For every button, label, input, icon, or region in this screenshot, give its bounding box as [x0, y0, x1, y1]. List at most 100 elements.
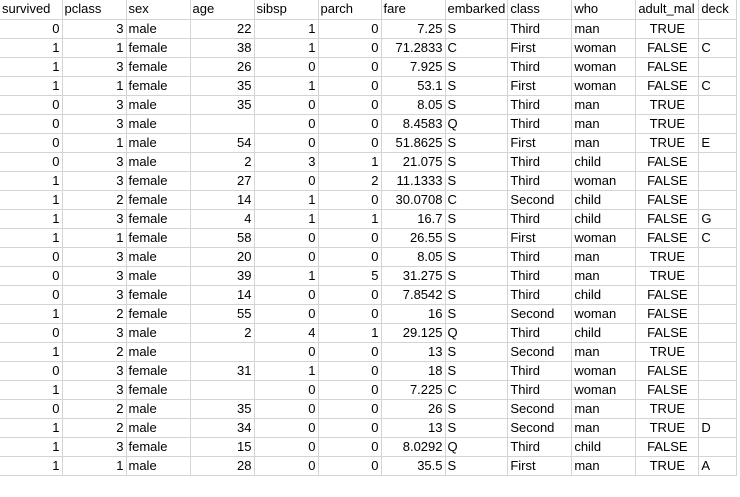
cell-survived[interactable]: 1: [0, 437, 63, 457]
cell-who[interactable]: child: [571, 437, 637, 457]
cell-adult-male[interactable]: TRUE: [635, 399, 700, 419]
cell-who[interactable]: woman: [571, 304, 637, 324]
cell-fare[interactable]: 31.275: [381, 266, 446, 286]
cell-age[interactable]: 28: [190, 456, 255, 476]
cell-pclass[interactable]: 1: [62, 76, 127, 96]
cell-age[interactable]: 20: [190, 247, 255, 267]
cell-survived[interactable]: 1: [0, 456, 63, 476]
cell-class[interactable]: Third: [507, 285, 573, 305]
header-cell-class[interactable]: class: [507, 0, 573, 20]
cell-fare[interactable]: 7.225: [381, 380, 446, 400]
cell-fare[interactable]: 26: [381, 399, 446, 419]
cell-pclass[interactable]: 3: [62, 19, 127, 39]
cell-deck[interactable]: [698, 152, 738, 172]
cell-parch[interactable]: 5: [318, 266, 382, 286]
cell-sex[interactable]: female: [126, 76, 191, 96]
cell-sex[interactable]: male: [126, 266, 191, 286]
cell-who[interactable]: woman: [571, 171, 637, 191]
cell-pclass[interactable]: 3: [62, 171, 127, 191]
cell-embarked[interactable]: S: [445, 285, 509, 305]
cell-sibsp[interactable]: 0: [254, 456, 319, 476]
cell-class[interactable]: Second: [507, 304, 573, 324]
header-cell-deck[interactable]: deck: [698, 0, 738, 20]
cell-who[interactable]: man: [571, 95, 637, 115]
cell-deck[interactable]: C: [698, 76, 738, 96]
cell-pclass[interactable]: 2: [62, 304, 127, 324]
cell-pclass[interactable]: 3: [62, 380, 127, 400]
cell-adult-male[interactable]: FALSE: [635, 285, 700, 305]
cell-sex[interactable]: male: [126, 399, 191, 419]
cell-sibsp[interactable]: 0: [254, 304, 319, 324]
cell-sex[interactable]: female: [126, 361, 191, 381]
cell-survived[interactable]: 1: [0, 342, 63, 362]
header-cell-adult-male[interactable]: adult_mal: [635, 0, 700, 20]
cell-age[interactable]: 22: [190, 19, 255, 39]
cell-class[interactable]: Third: [507, 95, 573, 115]
cell-sex[interactable]: female: [126, 209, 191, 229]
cell-pclass[interactable]: 1: [62, 133, 127, 153]
cell-age[interactable]: 38: [190, 38, 255, 58]
cell-age[interactable]: 34: [190, 418, 255, 438]
cell-sibsp[interactable]: 0: [254, 114, 319, 134]
cell-who[interactable]: man: [571, 247, 637, 267]
cell-deck[interactable]: [698, 266, 738, 286]
cell-adult-male[interactable]: TRUE: [635, 418, 700, 438]
cell-deck[interactable]: [698, 19, 738, 39]
cell-who[interactable]: man: [571, 133, 637, 153]
cell-sex[interactable]: male: [126, 95, 191, 115]
cell-fare[interactable]: 26.55: [381, 228, 446, 248]
cell-embarked[interactable]: Q: [445, 323, 509, 343]
cell-class[interactable]: Third: [507, 247, 573, 267]
cell-adult-male[interactable]: FALSE: [635, 361, 700, 381]
cell-embarked[interactable]: S: [445, 57, 509, 77]
cell-fare[interactable]: 21.075: [381, 152, 446, 172]
cell-class[interactable]: First: [507, 228, 573, 248]
cell-who[interactable]: man: [571, 456, 637, 476]
cell-survived[interactable]: 1: [0, 304, 63, 324]
cell-sex[interactable]: male: [126, 323, 191, 343]
cell-survived[interactable]: 0: [0, 95, 63, 115]
cell-adult-male[interactable]: FALSE: [635, 38, 700, 58]
cell-sibsp[interactable]: 1: [254, 190, 319, 210]
cell-parch[interactable]: 0: [318, 247, 382, 267]
cell-sibsp[interactable]: 0: [254, 247, 319, 267]
cell-pclass[interactable]: 3: [62, 247, 127, 267]
cell-parch[interactable]: 0: [318, 361, 382, 381]
cell-adult-male[interactable]: FALSE: [635, 380, 700, 400]
cell-sibsp[interactable]: 1: [254, 266, 319, 286]
cell-parch[interactable]: 0: [318, 304, 382, 324]
cell-age[interactable]: 27: [190, 171, 255, 191]
cell-parch[interactable]: 1: [318, 323, 382, 343]
cell-parch[interactable]: 0: [318, 456, 382, 476]
cell-parch[interactable]: 0: [318, 114, 382, 134]
cell-class[interactable]: Third: [507, 209, 573, 229]
cell-deck[interactable]: C: [698, 228, 738, 248]
cell-embarked[interactable]: S: [445, 228, 509, 248]
cell-fare[interactable]: 35.5: [381, 456, 446, 476]
cell-deck[interactable]: [698, 399, 738, 419]
cell-age[interactable]: 35: [190, 76, 255, 96]
cell-sibsp[interactable]: 3: [254, 152, 319, 172]
cell-adult-male[interactable]: FALSE: [635, 152, 700, 172]
cell-fare[interactable]: 8.0292: [381, 437, 446, 457]
cell-embarked[interactable]: C: [445, 190, 509, 210]
cell-age[interactable]: 15: [190, 437, 255, 457]
cell-adult-male[interactable]: TRUE: [635, 266, 700, 286]
cell-adult-male[interactable]: TRUE: [635, 342, 700, 362]
cell-sex[interactable]: female: [126, 228, 191, 248]
cell-pclass[interactable]: 1: [62, 456, 127, 476]
cell-who[interactable]: man: [571, 399, 637, 419]
cell-who[interactable]: woman: [571, 38, 637, 58]
cell-who[interactable]: child: [571, 209, 637, 229]
cell-survived[interactable]: 1: [0, 57, 63, 77]
cell-survived[interactable]: 1: [0, 38, 63, 58]
cell-class[interactable]: Third: [507, 19, 573, 39]
cell-sibsp[interactable]: 0: [254, 285, 319, 305]
cell-embarked[interactable]: S: [445, 76, 509, 96]
cell-who[interactable]: man: [571, 418, 637, 438]
cell-deck[interactable]: [698, 342, 738, 362]
cell-sibsp[interactable]: 0: [254, 57, 319, 77]
cell-age[interactable]: 35: [190, 399, 255, 419]
cell-parch[interactable]: 0: [318, 133, 382, 153]
cell-parch[interactable]: 0: [318, 342, 382, 362]
